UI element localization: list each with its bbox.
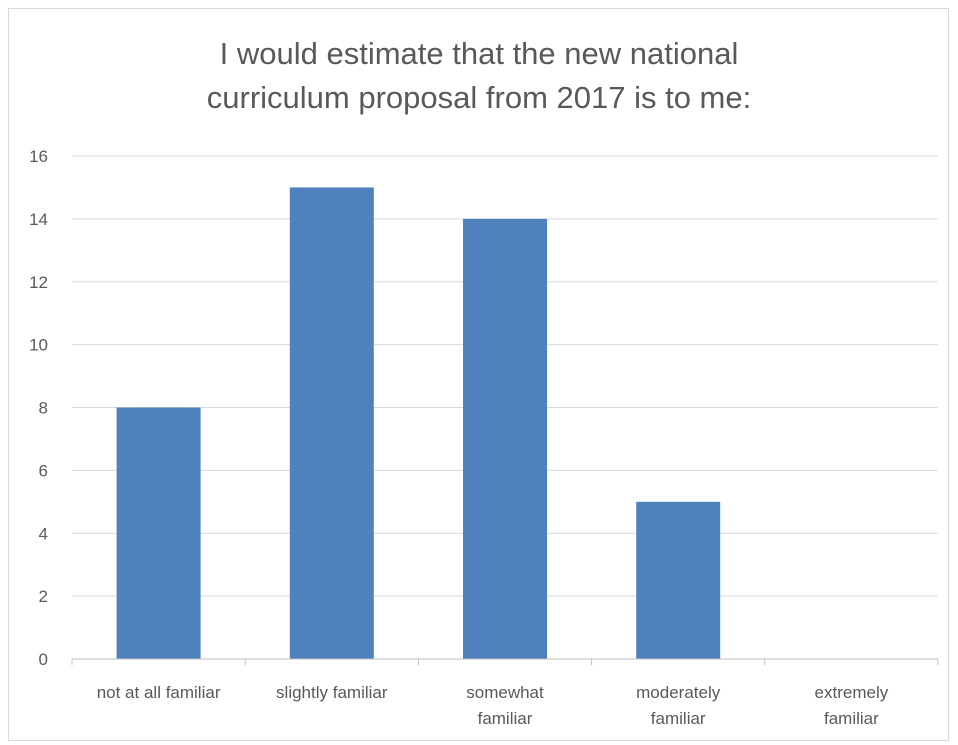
y-tick-label: 16 bbox=[29, 147, 48, 166]
y-tick-label: 14 bbox=[29, 210, 48, 229]
y-tick-label: 12 bbox=[29, 273, 48, 292]
y-tick-label: 10 bbox=[29, 336, 48, 355]
category-label: slightly familiar bbox=[276, 683, 388, 702]
category-label: not at all familiar bbox=[97, 683, 221, 702]
bar bbox=[636, 501, 721, 659]
labels: 0 2 4 6 8 10 12 14 16 not at all familiar slightly… bbox=[29, 147, 889, 728]
bars bbox=[116, 187, 721, 659]
category-label: moderately familiar bbox=[636, 683, 721, 728]
bar bbox=[289, 187, 374, 659]
bar bbox=[116, 407, 201, 659]
y-tick-label: 8 bbox=[39, 399, 48, 418]
y-tick-label: 0 bbox=[39, 650, 48, 669]
category-label: extremely familiar bbox=[815, 683, 889, 728]
chart-title: I would estimate that the new national c… bbox=[206, 36, 752, 115]
y-tick-label: 4 bbox=[39, 524, 48, 543]
axes bbox=[71, 658, 939, 665]
bar bbox=[462, 218, 548, 659]
y-tick-label: 6 bbox=[39, 461, 48, 480]
category-label: somewhat familiar bbox=[466, 683, 544, 728]
y-tick-label: 2 bbox=[39, 587, 48, 606]
